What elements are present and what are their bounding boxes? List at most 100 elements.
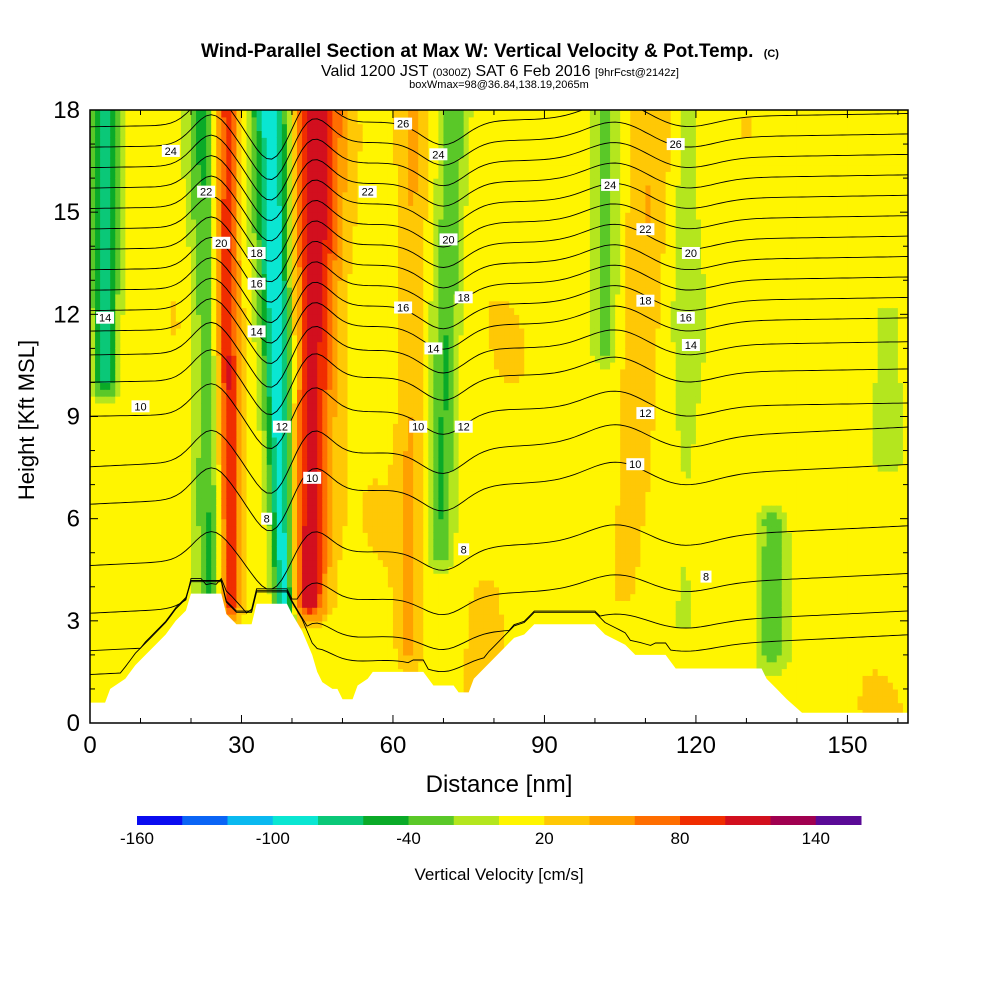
w-cell	[201, 293, 207, 302]
w-cell	[297, 144, 303, 152]
w-cell	[216, 423, 222, 431]
w-cell	[170, 457, 177, 465]
w-cell	[327, 273, 333, 281]
w-cell	[332, 321, 339, 329]
w-cell	[155, 341, 162, 349]
w-cell	[286, 341, 293, 349]
w-cell	[256, 518, 263, 527]
w-cell	[160, 273, 167, 281]
w-cell	[271, 375, 278, 384]
w-cell	[135, 511, 142, 520]
w-cell	[337, 648, 344, 656]
w-cell	[160, 239, 167, 247]
w-cell	[216, 321, 222, 329]
w-cell	[231, 266, 238, 275]
w-cell	[155, 579, 162, 588]
w-cell	[352, 171, 359, 179]
w-cell	[271, 178, 278, 186]
w-cell	[95, 239, 101, 247]
w-cell	[291, 593, 298, 601]
w-cell	[236, 450, 243, 458]
w-cell	[155, 498, 162, 506]
w-cell	[312, 430, 318, 438]
w-cell	[140, 443, 147, 452]
w-cell	[322, 273, 328, 281]
w-cell	[175, 287, 182, 295]
w-cell	[190, 477, 197, 486]
w-cell	[125, 130, 131, 138]
w-cell	[327, 477, 333, 486]
w-cell	[297, 586, 303, 595]
w-cell	[271, 327, 278, 336]
w-cell	[196, 532, 202, 540]
w-cell	[170, 334, 177, 343]
w-cell	[100, 518, 106, 527]
w-cell	[160, 464, 167, 472]
w-cell	[170, 178, 177, 186]
w-cell	[211, 178, 217, 186]
w-cell	[297, 178, 303, 186]
w-cell	[221, 477, 227, 486]
w-cell	[150, 184, 157, 193]
w-cell	[165, 607, 172, 615]
w-cell	[185, 157, 192, 166]
w-cell	[216, 470, 222, 479]
w-cell	[180, 259, 187, 268]
w-cell	[352, 600, 359, 608]
w-cell	[327, 579, 333, 588]
w-cell	[211, 389, 217, 397]
w-cell	[226, 498, 232, 506]
w-cell	[110, 368, 116, 377]
w-cell	[105, 218, 111, 227]
w-cell	[90, 545, 96, 554]
w-cell	[125, 552, 131, 561]
w-cell	[236, 464, 243, 472]
w-cell	[170, 382, 177, 390]
w-cell	[246, 573, 253, 581]
w-cell	[100, 695, 106, 704]
w-cell	[322, 600, 328, 608]
w-cell	[201, 334, 207, 343]
w-cell	[317, 648, 323, 656]
w-cell	[367, 641, 374, 649]
w-cell	[221, 362, 227, 370]
w-cell	[236, 327, 243, 336]
w-cell	[145, 511, 152, 520]
w-cell	[90, 368, 96, 377]
w-cell	[337, 293, 344, 302]
w-cell	[95, 205, 101, 213]
w-cell	[130, 457, 137, 465]
w-cell	[312, 150, 318, 159]
w-cell	[226, 430, 232, 438]
w-cell	[135, 314, 142, 322]
w-cell	[115, 259, 121, 268]
w-cell	[302, 593, 308, 601]
w-cell	[266, 552, 273, 561]
w-cell	[226, 545, 232, 554]
w-cell	[90, 218, 96, 227]
w-cell	[130, 225, 137, 234]
w-cell	[307, 505, 313, 513]
w-cell	[236, 205, 243, 213]
w-cell	[206, 402, 212, 411]
w-cell	[125, 450, 131, 458]
w-cell	[155, 253, 162, 261]
w-cell	[170, 110, 177, 118]
w-cell	[286, 532, 293, 540]
w-cell	[317, 178, 323, 186]
w-cell	[246, 470, 253, 479]
w-cell	[357, 450, 364, 458]
w-cell	[145, 130, 152, 138]
w-cell	[216, 157, 222, 166]
w-cell	[357, 287, 364, 295]
subtitle-small-2: [9hrFcst@2142z]	[595, 67, 679, 79]
w-cell	[302, 484, 308, 493]
w-cell	[155, 382, 162, 390]
w-cell	[221, 327, 227, 336]
w-cell	[231, 525, 238, 533]
w-cell	[135, 150, 142, 159]
w-cell	[302, 552, 308, 561]
w-cell	[226, 246, 232, 254]
w-cell	[130, 634, 137, 642]
w-cell	[125, 627, 131, 636]
